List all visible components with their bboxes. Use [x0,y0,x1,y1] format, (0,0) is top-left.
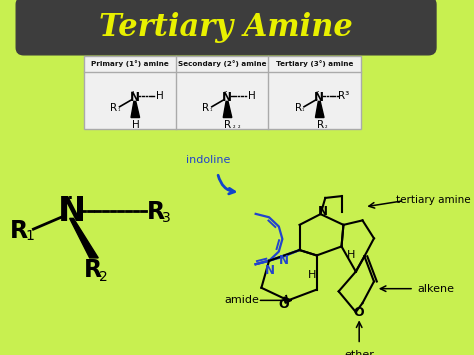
Text: R: R [10,219,28,243]
Text: ²: ² [232,126,235,131]
Text: N: N [318,205,328,218]
Text: O: O [354,306,365,318]
Text: 2: 2 [99,270,108,284]
Text: H: H [132,120,140,130]
Text: ¹: ¹ [302,109,304,114]
Text: ··: ·· [131,89,135,95]
Polygon shape [70,218,98,258]
Text: R: R [225,120,232,130]
Text: R: R [317,120,324,130]
Text: ²: ² [237,126,240,131]
Text: 3: 3 [162,211,170,225]
Text: tertiary amine: tertiary amine [396,195,470,205]
Text: Tertiary Amine: Tertiary Amine [99,12,353,43]
Text: N: N [279,254,289,267]
FancyBboxPatch shape [16,0,436,55]
Text: ¹: ¹ [118,109,120,114]
Text: N: N [130,91,140,104]
Text: ··: ·· [223,89,228,95]
Text: alkene: alkene [418,284,455,294]
Text: R³: R³ [338,91,350,101]
Text: Secondary (2°) amine: Secondary (2°) amine [178,60,266,67]
Polygon shape [131,102,140,118]
Text: H: H [248,91,256,101]
Polygon shape [223,102,232,118]
FancyBboxPatch shape [84,56,361,130]
Text: H: H [156,91,164,101]
Text: R: R [110,103,118,113]
Text: ¹: ¹ [210,109,212,114]
Polygon shape [316,102,324,118]
Text: Tertiary (3°) amine: Tertiary (3°) amine [276,60,353,67]
Text: ··: ·· [315,89,319,95]
Text: ··: ·· [62,191,73,206]
Text: N: N [314,91,324,104]
Text: H: H [347,250,355,261]
Text: amide: amide [225,295,260,305]
Text: ²: ² [325,126,327,131]
Text: R: R [202,103,210,113]
Text: O: O [278,298,289,311]
Text: 1: 1 [25,229,34,243]
Text: N: N [222,91,232,104]
Text: R: R [295,103,302,113]
Text: R: R [146,200,164,224]
Text: N: N [57,195,86,228]
Text: R: R [83,258,101,283]
Text: Primary (1°) amine: Primary (1°) amine [91,60,169,67]
Text: H: H [308,270,316,280]
Text: indoline: indoline [186,155,230,165]
Text: ether: ether [344,350,374,355]
Text: N: N [265,264,275,277]
